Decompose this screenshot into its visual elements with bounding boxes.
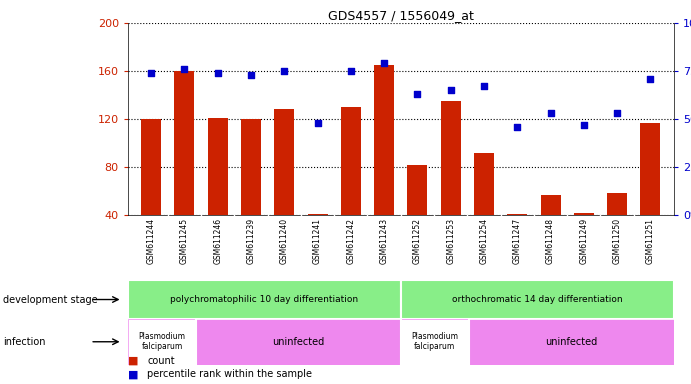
- Bar: [274, 109, 294, 215]
- Text: ■: ■: [128, 369, 138, 379]
- Text: GSM611248: GSM611248: [546, 218, 555, 264]
- Bar: [241, 119, 261, 215]
- Text: GSM611240: GSM611240: [280, 218, 289, 264]
- Bar: [141, 119, 161, 215]
- Text: GSM611239: GSM611239: [247, 218, 256, 264]
- Text: GSM611251: GSM611251: [646, 218, 655, 264]
- Bar: [507, 214, 527, 215]
- Bar: [128, 280, 401, 319]
- Text: GSM611254: GSM611254: [480, 218, 489, 264]
- Text: GSM611241: GSM611241: [313, 218, 322, 264]
- Text: GSM611249: GSM611249: [579, 218, 588, 264]
- Text: GSM611252: GSM611252: [413, 218, 422, 264]
- Bar: [474, 152, 494, 215]
- Text: GSM611244: GSM611244: [146, 218, 155, 264]
- Bar: [307, 214, 328, 215]
- Text: infection: infection: [3, 337, 46, 347]
- Bar: [469, 319, 674, 365]
- Text: percentile rank within the sample: percentile rank within the sample: [147, 369, 312, 379]
- Point: [645, 76, 656, 82]
- Bar: [341, 107, 361, 215]
- Point: [146, 70, 157, 76]
- Text: polychromatophilic 10 day differentiation: polychromatophilic 10 day differentiatio…: [170, 295, 359, 304]
- Point: [445, 87, 456, 93]
- Text: Plasmodium
falciparum: Plasmodium falciparum: [411, 332, 458, 351]
- Bar: [540, 195, 560, 215]
- Bar: [196, 319, 401, 365]
- Bar: [401, 319, 469, 365]
- Point: [245, 72, 256, 78]
- Text: GSM611246: GSM611246: [214, 218, 223, 264]
- Text: GSM611245: GSM611245: [180, 218, 189, 264]
- Bar: [174, 71, 194, 215]
- Text: uninfected: uninfected: [272, 337, 325, 347]
- Bar: [401, 280, 674, 319]
- Bar: [441, 101, 461, 215]
- Bar: [607, 194, 627, 215]
- Point: [212, 70, 223, 76]
- Text: uninfected: uninfected: [545, 337, 598, 347]
- Text: count: count: [147, 356, 175, 366]
- Bar: [128, 319, 196, 365]
- Text: GSM611250: GSM611250: [613, 218, 622, 264]
- Bar: [574, 213, 594, 215]
- Point: [278, 68, 290, 74]
- Point: [578, 122, 589, 128]
- Text: GSM611242: GSM611242: [346, 218, 355, 264]
- Point: [179, 66, 190, 72]
- Point: [379, 60, 390, 66]
- Title: GDS4557 / 1556049_at: GDS4557 / 1556049_at: [328, 9, 474, 22]
- Point: [346, 68, 357, 74]
- Bar: [641, 122, 661, 215]
- Text: GSM611253: GSM611253: [446, 218, 455, 264]
- Text: GSM611243: GSM611243: [379, 218, 388, 264]
- Bar: [374, 65, 394, 215]
- Point: [478, 83, 489, 89]
- Bar: [408, 165, 428, 215]
- Text: development stage: development stage: [3, 295, 98, 305]
- Point: [412, 91, 423, 97]
- Text: ■: ■: [128, 356, 138, 366]
- Text: GSM611247: GSM611247: [513, 218, 522, 264]
- Bar: [208, 118, 228, 215]
- Text: orthochromatic 14 day differentiation: orthochromatic 14 day differentiation: [452, 295, 623, 304]
- Point: [312, 120, 323, 126]
- Point: [512, 124, 523, 130]
- Point: [545, 110, 556, 116]
- Text: Plasmodium
falciparum: Plasmodium falciparum: [138, 332, 185, 351]
- Point: [612, 110, 623, 116]
